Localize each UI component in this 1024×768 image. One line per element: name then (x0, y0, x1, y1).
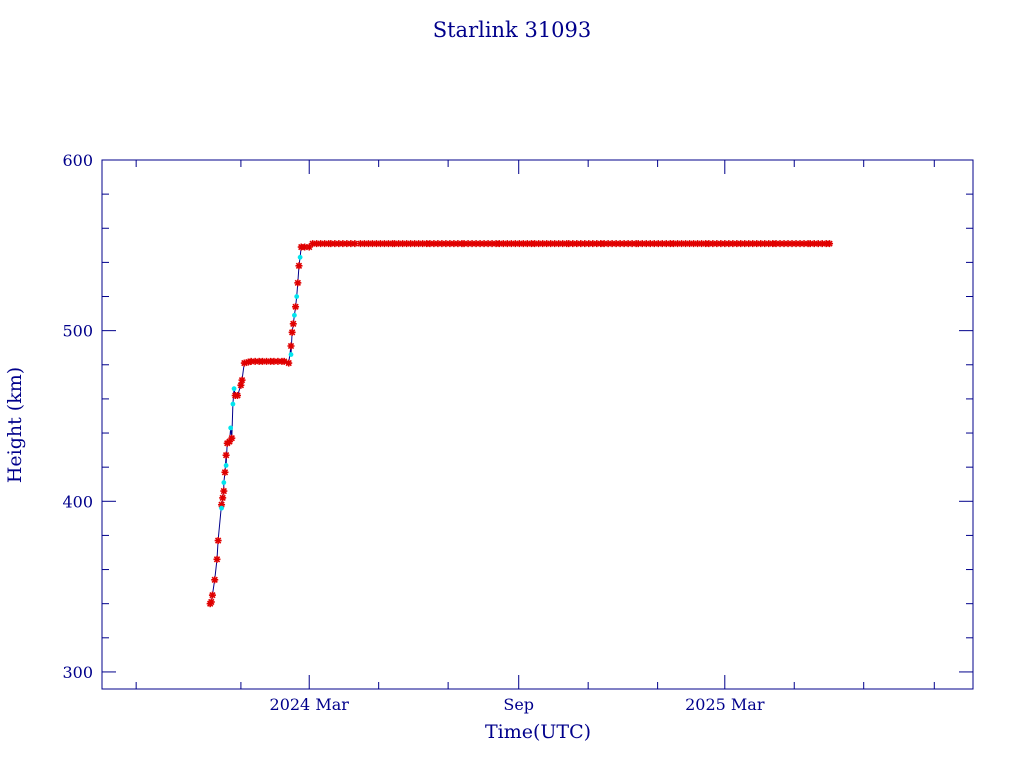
chart-title: Starlink 31093 (433, 18, 592, 42)
y-tick-label: 500 (62, 322, 93, 341)
data-point (237, 381, 245, 389)
data-point (222, 451, 230, 459)
data-point (238, 376, 246, 384)
data-point (527, 240, 535, 248)
data-point (228, 434, 236, 442)
x-tick-label: Sep (503, 695, 534, 714)
data-point (733, 240, 741, 248)
data-point (221, 468, 229, 476)
data-point (769, 240, 777, 248)
data-point (288, 328, 296, 336)
data-point (208, 591, 216, 599)
y-tick-label: 300 (62, 663, 93, 682)
y-axis-label: Height (km) (4, 367, 26, 483)
data-point (351, 240, 359, 248)
data-point (295, 262, 303, 270)
data-point-cyan (230, 401, 236, 407)
data-point (597, 240, 605, 248)
data-point (285, 359, 293, 367)
data-point-cyan (231, 386, 237, 392)
y-tick-label: 400 (62, 492, 93, 511)
data-point-cyan (228, 425, 234, 431)
data-point (214, 537, 222, 545)
axis-ticks (102, 159, 973, 689)
data-point (632, 240, 640, 248)
data-point (267, 357, 275, 365)
data-point (244, 358, 252, 366)
data-point (213, 555, 221, 563)
trajectory-line (209, 243, 830, 604)
data-point (458, 240, 466, 248)
data-point (211, 576, 219, 584)
data-point (287, 342, 295, 350)
y-tick-label: 600 (62, 151, 93, 170)
data-point (388, 240, 396, 248)
data-point (423, 240, 431, 248)
data-point (207, 598, 215, 606)
data-point (492, 240, 500, 248)
data-point-cyan (219, 505, 224, 511)
data-point-cyan (294, 294, 300, 299)
data-point (220, 487, 228, 495)
data-point (325, 240, 333, 248)
data-point (292, 303, 300, 311)
data-point (255, 357, 263, 365)
data-point (563, 240, 571, 248)
x-tick-label: 2025 Mar (685, 695, 765, 714)
y-tick-labels: 300 400 500 600 (62, 151, 93, 682)
x-tick-labels: 2024 Mar Sep 2025 Mar (270, 695, 765, 714)
data-point (666, 240, 674, 248)
x-tick-label: 2024 Mar (270, 695, 350, 714)
data-point (294, 279, 302, 287)
data-point-cyan (223, 463, 229, 468)
plot-frame (101, 159, 974, 690)
data-point-cyan (292, 312, 297, 318)
data-point-cyan (297, 254, 303, 260)
series-line (209, 243, 830, 604)
series-cyan-markers (219, 254, 303, 511)
data-point (822, 240, 830, 248)
data-point (233, 391, 241, 399)
x-axis-label: Time(UTC) (485, 721, 591, 743)
data-point (289, 320, 297, 328)
data-point (219, 494, 227, 502)
data-point-cyan (288, 352, 294, 357)
data-point (702, 240, 710, 248)
data-point-cyan (221, 480, 227, 485)
series-red-markers (206, 240, 834, 608)
data-point (278, 357, 286, 365)
data-point (804, 240, 812, 248)
